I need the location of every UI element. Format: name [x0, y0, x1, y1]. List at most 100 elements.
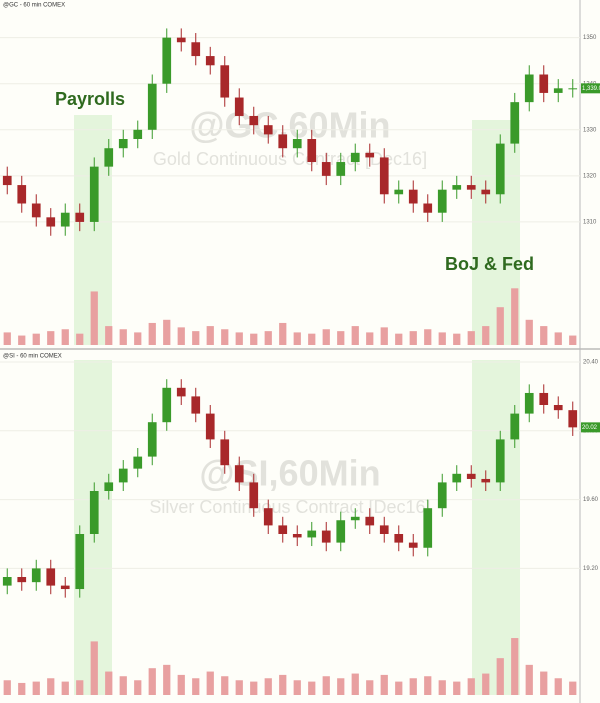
volume-bar: [32, 681, 40, 695]
volume-bar: [221, 676, 229, 695]
volume-bar: [366, 680, 374, 695]
last-price-tag: [581, 83, 600, 94]
candle-body: [365, 516, 375, 526]
volume-bar: [395, 333, 403, 345]
volume-bar: [438, 332, 446, 345]
volume-bar: [511, 288, 519, 345]
candle-body: [379, 525, 389, 534]
volume-bar: [148, 668, 156, 695]
volume-bar: [163, 319, 171, 345]
candle-body: [539, 74, 549, 93]
annotation: Payrolls: [55, 89, 125, 109]
volume-bar: [467, 678, 475, 695]
candle-body: [147, 83, 157, 130]
volume-bar: [438, 680, 446, 695]
volume-bar: [322, 329, 330, 345]
volume-bar: [177, 327, 185, 345]
volume-bar: [525, 319, 533, 345]
header: @SI - 60 min COMEX: [3, 354, 62, 360]
volume-bar: [264, 331, 272, 345]
volume-bar: [279, 322, 287, 345]
volume-bar: [308, 333, 316, 345]
candle-body: [60, 585, 70, 590]
candle-body: [89, 166, 99, 222]
candle-body: [278, 134, 288, 149]
candle-body: [17, 185, 27, 204]
watermark-title: @SI,60Min: [199, 453, 380, 494]
volume-bar: [337, 331, 345, 345]
volume-bar: [380, 674, 388, 695]
candle-body: [17, 577, 27, 583]
volume-bar: [90, 291, 98, 345]
candle-body: [365, 152, 375, 158]
volume-bar: [105, 326, 113, 345]
volume-bar: [148, 322, 156, 345]
volume-bar: [192, 331, 200, 345]
candle-body: [394, 189, 404, 195]
volume-bar: [453, 681, 461, 695]
volume-bar: [3, 680, 11, 695]
candle-body: [205, 56, 215, 66]
candle-body: [452, 473, 462, 483]
volume-bar: [221, 329, 229, 345]
volume-bar: [250, 333, 258, 345]
candle-body: [408, 189, 418, 204]
candle-body: [2, 175, 12, 186]
volume-bar: [482, 326, 490, 345]
candle-body: [133, 456, 143, 469]
candle-body: [553, 405, 563, 411]
candle-body: [423, 203, 433, 213]
candle-body: [307, 530, 317, 538]
volume-bar: [511, 638, 519, 695]
volume-bar: [119, 329, 127, 345]
volume-bar: [3, 332, 11, 345]
candle-body: [350, 152, 360, 163]
volume-bar: [119, 676, 127, 695]
volume-bar: [235, 332, 243, 345]
volume-bar: [76, 333, 84, 345]
volume-bar: [554, 332, 562, 345]
candle-body: [2, 577, 12, 586]
candle-body: [220, 65, 230, 98]
candle-body: [75, 212, 85, 222]
candle-body: [481, 189, 491, 195]
volume-bar: [540, 326, 548, 345]
candle-body: [263, 508, 273, 526]
volume-bar: [134, 332, 142, 345]
candle-body: [292, 534, 302, 538]
candle-body: [118, 139, 128, 149]
candle-body: [510, 413, 520, 440]
candle-body: [147, 422, 157, 457]
volume-bar: [409, 678, 417, 695]
y-tick-label: 1310: [583, 220, 597, 226]
watermark-subtitle: Silver Continuous Contract [Dec16]: [149, 497, 430, 517]
candle-body: [379, 157, 389, 195]
last-price-tag: [581, 422, 600, 433]
candle-body: [452, 185, 462, 190]
volume-bar: [264, 678, 272, 695]
volume-bar: [569, 335, 577, 345]
volume-bar: [192, 678, 200, 695]
candle-body: [568, 410, 578, 428]
candle-body: [510, 102, 520, 144]
volume-bar: [351, 326, 359, 345]
candle-body: [524, 74, 534, 103]
candle-body: [524, 392, 534, 414]
candle-body: [466, 185, 476, 190]
candle-body: [220, 439, 230, 466]
candle-body: [350, 516, 360, 521]
volume-bar: [293, 332, 301, 345]
volume-bar: [163, 664, 171, 695]
candle-body: [423, 508, 433, 548]
candle-body: [408, 542, 418, 548]
volume-bar: [409, 331, 417, 345]
volume-bar: [47, 678, 55, 695]
volume-bar: [554, 678, 562, 695]
candle-body: [336, 520, 346, 543]
candle-body: [437, 189, 447, 213]
volume-bar: [177, 674, 185, 695]
candle-body: [46, 217, 56, 227]
volume-bar: [496, 658, 504, 695]
last-price-label: 20.02: [582, 425, 598, 431]
